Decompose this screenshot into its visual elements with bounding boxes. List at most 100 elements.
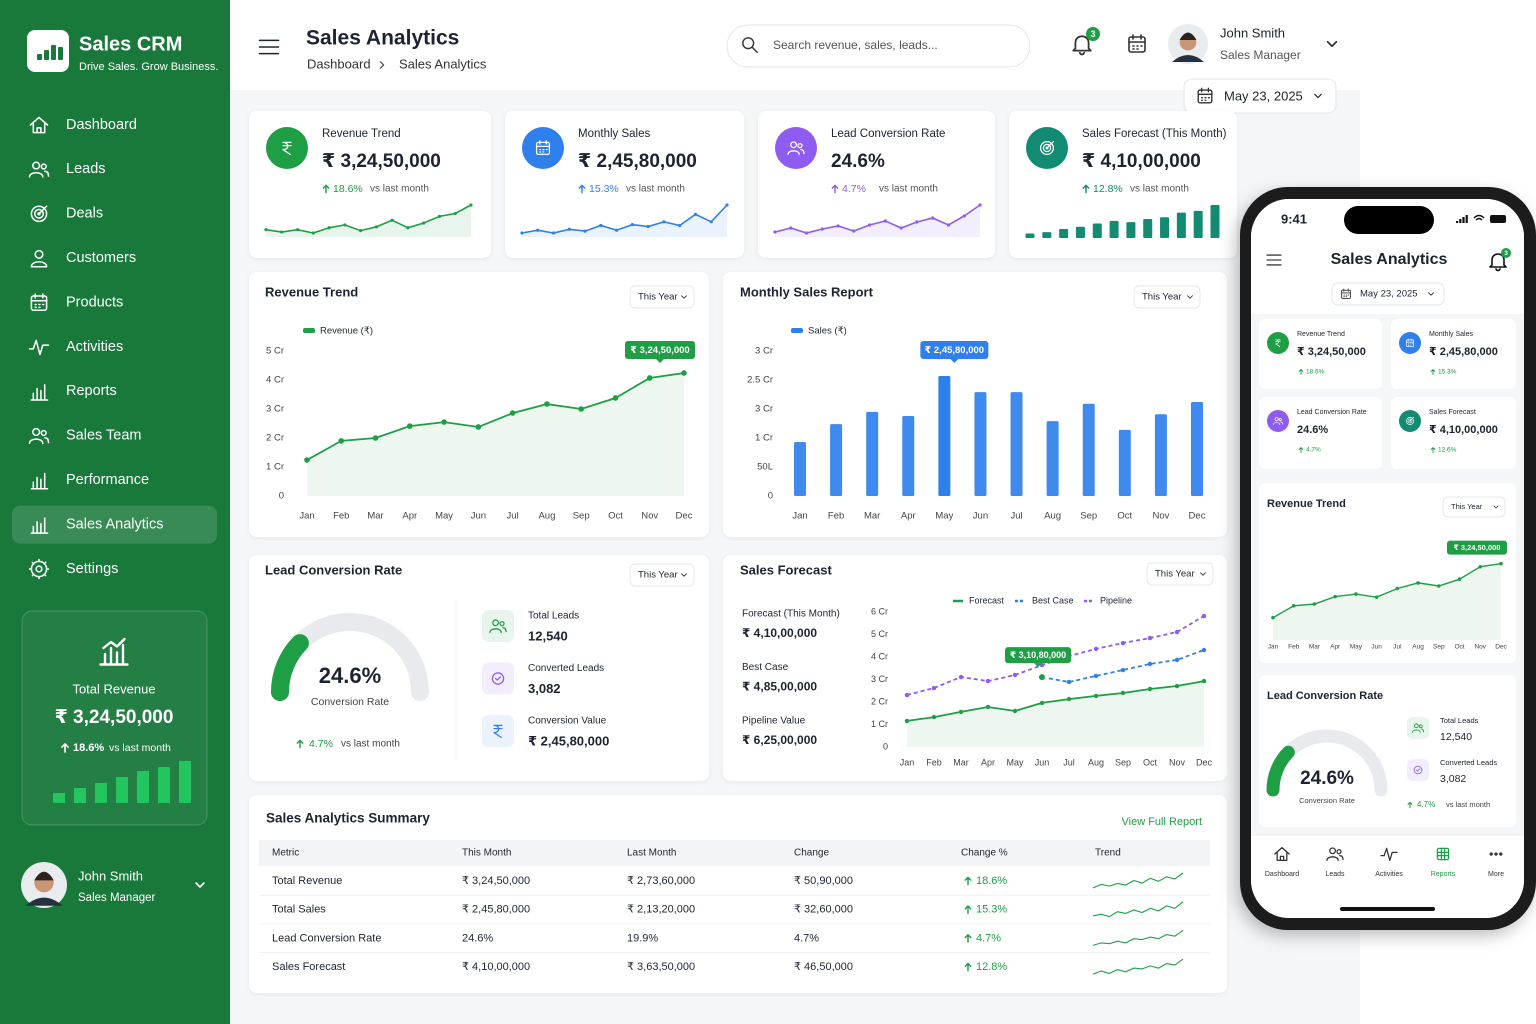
icon-path	[751, 46, 758, 53]
revenue-bar	[137, 771, 149, 803]
nav-item[interactable]: Settings	[66, 561, 118, 577]
y-tick-label: 3 Cr	[755, 404, 773, 415]
date-picker[interactable]	[1183, 78, 1337, 114]
spark-bar	[1025, 233, 1035, 238]
bar[interactable]	[938, 375, 951, 496]
icon	[1200, 572, 1206, 576]
bottom-nav-item[interactable]: Reports	[1431, 871, 1456, 878]
bar[interactable]	[1118, 429, 1131, 496]
highlight-point	[1038, 673, 1046, 682]
bottom-nav-item[interactable]: Activities	[1375, 871, 1403, 878]
filter-dropdown[interactable]	[629, 563, 695, 587]
bar[interactable]	[830, 424, 843, 496]
bar[interactable]	[1154, 414, 1167, 496]
filter-dropdown[interactable]	[629, 285, 695, 309]
icon-path	[1436, 847, 1450, 861]
table-header	[259, 840, 1210, 866]
bar[interactable]	[866, 411, 879, 496]
bar[interactable]	[1082, 403, 1095, 496]
filter-label[interactable]: This Year	[638, 292, 678, 303]
label: Sales Forecast	[1429, 409, 1476, 416]
annotation-bg	[1005, 647, 1071, 664]
y-tick-label: 3 Cr	[266, 404, 284, 415]
nav-item[interactable]: Dashboard	[66, 117, 137, 133]
bar[interactable]	[1010, 392, 1023, 496]
mobile-kpi-card	[1259, 397, 1382, 469]
column-header: This Month	[462, 848, 511, 859]
icon	[1314, 93, 1322, 99]
filter-label[interactable]: This Year	[1451, 502, 1483, 511]
icon	[1298, 369, 1304, 375]
bottom-nav-item[interactable]: Leads	[1325, 871, 1345, 878]
bar[interactable]	[1046, 421, 1059, 496]
cell: ₹ 3,24,50,000	[462, 875, 530, 887]
nav-item[interactable]: Performance	[66, 472, 149, 488]
point	[1039, 700, 1045, 706]
value: ₹ 2,45,80,000	[578, 151, 697, 172]
icon	[1298, 447, 1304, 453]
x-tick-label: Sep	[1433, 644, 1445, 651]
nav-item[interactable]: Customers	[66, 250, 136, 266]
x-tick-label: Jan	[900, 757, 915, 767]
column-header: Last Month	[627, 848, 676, 859]
point	[475, 424, 482, 430]
change: 15.3%	[1438, 369, 1457, 376]
filter-label[interactable]: This Year	[1142, 292, 1182, 303]
y-tick-label: 2.5 Cr	[747, 375, 773, 386]
bar[interactable]	[902, 415, 915, 496]
icon-path	[379, 61, 385, 69]
value: ₹ 2,45,80,000	[1429, 346, 1498, 358]
label: Conversion Value	[528, 716, 607, 727]
bottom-nav-item[interactable]: Dashboard	[1265, 871, 1299, 878]
filter-dropdown[interactable]	[1146, 562, 1214, 586]
nav-item[interactable]: Reports	[66, 383, 117, 399]
link[interactable]: View Full Report	[1122, 816, 1203, 828]
x-tick-label: Aug	[1044, 511, 1061, 522]
breadcrumb[interactable]: Dashboard	[307, 56, 371, 71]
point	[646, 224, 650, 229]
spark-bar	[1059, 228, 1069, 238]
bar[interactable]	[974, 392, 987, 496]
bottom-nav-item[interactable]: More	[1488, 871, 1504, 878]
filter-dropdown[interactable]	[1442, 496, 1506, 518]
chart-card	[249, 555, 709, 781]
filter-label[interactable]: This Year	[1155, 569, 1195, 580]
icon	[1341, 288, 1351, 299]
date-picker[interactable]	[1331, 282, 1445, 306]
icon-path	[1039, 140, 1055, 156]
column-header: Trend	[1095, 848, 1121, 859]
icon-path	[32, 161, 41, 170]
point	[327, 226, 331, 230]
bar[interactable]	[1191, 402, 1203, 496]
gauge-value	[1266, 745, 1295, 797]
point	[544, 401, 550, 407]
legend-label: Sales (₹)	[808, 326, 847, 337]
x-tick-label: Jul	[1010, 511, 1022, 522]
kpi-icon-bg	[522, 127, 564, 169]
icon-path	[30, 383, 49, 401]
nav-item[interactable]: Products	[66, 294, 123, 310]
point	[904, 692, 910, 698]
filter-label[interactable]: This Year	[638, 570, 678, 581]
x-tick-label: Dec	[1189, 511, 1206, 522]
icon	[493, 724, 503, 739]
nav-item[interactable]: Leads	[66, 161, 106, 177]
icon	[1436, 847, 1450, 861]
search-box[interactable]	[726, 24, 1031, 68]
nav-item[interactable]: Deals	[66, 206, 103, 222]
point	[962, 214, 966, 218]
mobile-chart-card	[1259, 675, 1516, 827]
icon	[1430, 369, 1436, 375]
nav-item[interactable]: Sales Team	[66, 428, 142, 444]
date[interactable]: May 23, 2025	[1224, 88, 1303, 103]
bar[interactable]	[794, 442, 806, 496]
filter-dropdown[interactable]	[1133, 285, 1201, 309]
x-tick-label: Jun	[1371, 644, 1382, 651]
nav-item[interactable]: Sales Analytics	[66, 516, 164, 532]
nav-item[interactable]: Activities	[66, 339, 123, 355]
revenue-bar	[158, 767, 170, 803]
note: vs last month	[341, 739, 400, 750]
value: ₹ 3,24,50,000	[1297, 346, 1366, 358]
